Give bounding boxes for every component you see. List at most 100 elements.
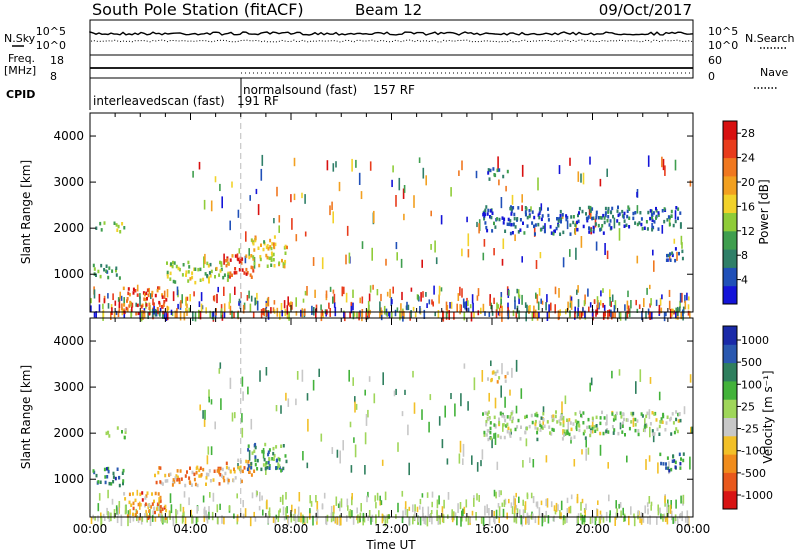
- scatter-cell: [403, 185, 406, 193]
- scatter-cell: [501, 258, 504, 266]
- region-cell: [124, 497, 127, 501]
- scatter-cell: [368, 293, 371, 302]
- region-cell: [269, 245, 272, 249]
- scatter-cell: [157, 502, 160, 511]
- scatter-cell: [380, 312, 383, 321]
- scatter-cell: [262, 308, 264, 315]
- scatter-cell: [606, 250, 609, 260]
- scatter-cell: [422, 167, 425, 179]
- scatter-cell: [630, 506, 632, 515]
- region-cell: [271, 242, 274, 246]
- scatter-cell: [236, 253, 239, 261]
- scatter-cell: [500, 298, 502, 305]
- x-tick-label: 12:00: [374, 522, 409, 536]
- scatter-cell: [534, 516, 537, 524]
- region-cell: [282, 444, 285, 448]
- scatter-cell: [612, 311, 615, 318]
- scatter-cell: [364, 432, 367, 445]
- nave-label: Nave: [760, 66, 788, 79]
- scatter-cell: [401, 516, 404, 524]
- nave-tick-high: 60: [708, 54, 722, 67]
- region-cell: [576, 227, 579, 232]
- region-cell: [238, 260, 241, 264]
- scatter-cell: [346, 515, 348, 522]
- scatter-cell: [648, 409, 651, 420]
- scatter-cell: [248, 248, 250, 257]
- mode-label-2: normalsound (fast): [243, 83, 357, 97]
- region-cell: [540, 416, 543, 420]
- scatter-cell: [610, 309, 612, 317]
- region-cell: [154, 510, 156, 515]
- region-cell: [574, 412, 577, 416]
- region-cell: [582, 224, 585, 229]
- scatter-cell: [587, 447, 590, 455]
- region-cell: [562, 420, 565, 424]
- scatter-cell: [228, 301, 231, 309]
- scatter-cell: [412, 516, 414, 525]
- freq-label-1: Freq.: [8, 52, 35, 65]
- scatter-cell: [188, 307, 191, 313]
- scatter-cell: [440, 287, 443, 292]
- region-cell: [246, 467, 249, 471]
- region-cell: [550, 414, 553, 419]
- region-cell: [526, 224, 529, 228]
- scatter-cell: [590, 377, 593, 386]
- scatter-cell: [368, 376, 371, 382]
- scatter-cell: [262, 509, 264, 516]
- colorbar-segment: [723, 417, 737, 437]
- scatter-cell: [412, 306, 415, 311]
- region-cell: [108, 266, 111, 270]
- scatter-cell: [214, 421, 216, 430]
- region-cell: [510, 412, 513, 416]
- region-cell: [124, 428, 127, 432]
- region-cell: [181, 273, 184, 277]
- scatter-cell: [545, 510, 547, 518]
- mode-label-1: interleavedscan (fast): [93, 94, 225, 108]
- scatter-cell: [497, 304, 499, 309]
- scatter-cell: [107, 489, 109, 499]
- region-cell: [195, 466, 198, 471]
- scatter-cell: [104, 516, 106, 521]
- region-cell: [572, 215, 575, 219]
- scatter-cell: [500, 292, 503, 298]
- scatter-cell: [524, 501, 527, 510]
- scatter-cell: [414, 511, 416, 520]
- scatter-cell: [457, 503, 459, 513]
- region-cell: [199, 466, 202, 470]
- scatter-cell: [295, 311, 298, 316]
- scatter-cell: [675, 307, 677, 313]
- scatter-cell: [437, 514, 440, 525]
- scatter-cell: [475, 170, 478, 179]
- scatter-cell: [216, 504, 219, 513]
- scatter-cell: [298, 492, 301, 502]
- region-cell: [575, 425, 578, 430]
- region-cell: [225, 461, 228, 466]
- region-cell: [628, 207, 631, 211]
- region-cell: [675, 417, 678, 422]
- region-cell: [267, 452, 270, 457]
- scatter-cell: [436, 499, 439, 509]
- region-cell: [235, 270, 238, 275]
- scatter-cell: [595, 241, 598, 251]
- region-cell: [592, 225, 595, 230]
- region-cell: [653, 432, 656, 436]
- region-cell: [589, 433, 592, 438]
- scatter-cell: [488, 311, 491, 317]
- region-cell: [164, 479, 167, 483]
- region-cell: [254, 458, 257, 463]
- scatter-cell: [320, 433, 323, 442]
- scatter-cell: [256, 300, 259, 311]
- scatter-cell: [535, 260, 538, 269]
- region-cell: [525, 212, 527, 217]
- scatter-cell: [143, 310, 146, 319]
- scatter-cell: [315, 495, 317, 503]
- scatter-cell: [293, 157, 296, 167]
- scatter-cell: [450, 301, 453, 309]
- region-cell: [487, 417, 490, 422]
- region-cell: [488, 416, 491, 420]
- scatter-cell: [192, 516, 194, 524]
- scatter-cell: [368, 510, 371, 518]
- region-cell: [493, 423, 496, 427]
- scatter-cell: [359, 297, 361, 304]
- scatter-cell: [206, 515, 208, 521]
